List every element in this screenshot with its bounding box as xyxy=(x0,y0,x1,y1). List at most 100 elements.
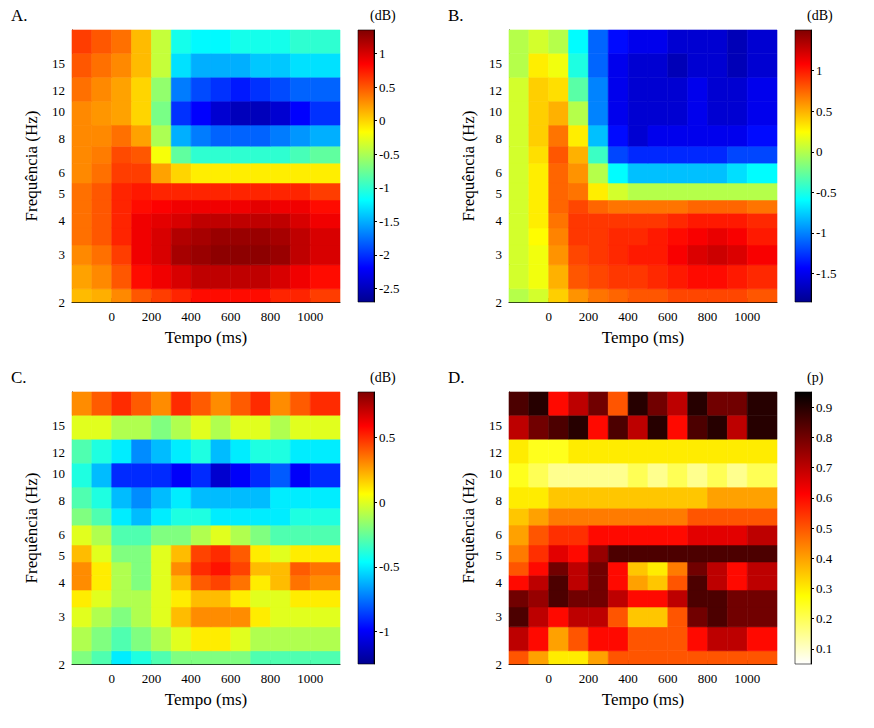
svg-text:0.3: 0.3 xyxy=(816,581,832,596)
svg-text:200: 200 xyxy=(142,671,162,686)
svg-text:2: 2 xyxy=(59,657,66,672)
svg-text:400: 400 xyxy=(618,309,638,324)
svg-text:3: 3 xyxy=(59,609,66,624)
svg-text:12: 12 xyxy=(489,83,502,98)
svg-text:Frequência (Hz): Frequência (Hz) xyxy=(459,473,478,584)
svg-text:10: 10 xyxy=(52,104,65,119)
svg-text:15: 15 xyxy=(52,418,65,433)
svg-text:10: 10 xyxy=(489,466,502,481)
svg-text:1000: 1000 xyxy=(297,671,323,686)
svg-text:10: 10 xyxy=(52,466,65,481)
svg-text:0.8: 0.8 xyxy=(816,430,832,445)
svg-text:0: 0 xyxy=(816,144,823,159)
svg-text:(dB): (dB) xyxy=(807,8,833,24)
svg-text:15: 15 xyxy=(489,418,502,433)
svg-text:3: 3 xyxy=(496,609,503,624)
svg-text:200: 200 xyxy=(579,309,599,324)
svg-text:5: 5 xyxy=(59,548,66,563)
svg-text:6: 6 xyxy=(59,527,66,542)
svg-text:8: 8 xyxy=(496,131,503,146)
svg-text:-0.5: -0.5 xyxy=(379,559,400,574)
svg-text:0.1: 0.1 xyxy=(816,641,832,656)
svg-text:(dB): (dB) xyxy=(370,8,396,24)
svg-text:0: 0 xyxy=(545,671,552,686)
svg-text:12: 12 xyxy=(489,445,502,460)
svg-text:0: 0 xyxy=(379,113,386,128)
svg-text:0.9: 0.9 xyxy=(816,400,832,415)
svg-text:C.: C. xyxy=(11,368,27,387)
svg-text:-2.5: -2.5 xyxy=(379,281,400,296)
svg-text:1: 1 xyxy=(379,46,386,61)
svg-text:-1.5: -1.5 xyxy=(816,266,837,281)
svg-text:12: 12 xyxy=(52,83,65,98)
svg-text:600: 600 xyxy=(658,309,678,324)
svg-text:200: 200 xyxy=(579,671,599,686)
svg-text:8: 8 xyxy=(496,493,503,508)
svg-text:5: 5 xyxy=(496,548,503,563)
svg-text:2: 2 xyxy=(496,295,503,310)
svg-text:10: 10 xyxy=(489,104,502,119)
svg-text:4: 4 xyxy=(496,213,503,228)
svg-text:-0.5: -0.5 xyxy=(816,185,837,200)
svg-text:6: 6 xyxy=(496,165,503,180)
svg-text:Tempo (ms): Tempo (ms) xyxy=(165,328,247,347)
svg-text:4: 4 xyxy=(59,575,66,590)
svg-text:Tempo (ms): Tempo (ms) xyxy=(602,328,684,347)
svg-text:3: 3 xyxy=(496,247,503,262)
svg-text:Tempo (ms): Tempo (ms) xyxy=(165,690,247,709)
svg-text:Frequência (Hz): Frequência (Hz) xyxy=(22,111,41,222)
svg-text:15: 15 xyxy=(52,56,65,71)
svg-text:800: 800 xyxy=(261,671,281,686)
svg-text:0.5: 0.5 xyxy=(379,430,395,445)
svg-text:2: 2 xyxy=(59,295,66,310)
svg-text:1000: 1000 xyxy=(734,671,760,686)
svg-text:800: 800 xyxy=(698,671,718,686)
svg-text:15: 15 xyxy=(489,56,502,71)
svg-text:5: 5 xyxy=(59,186,66,201)
svg-text:1: 1 xyxy=(816,63,823,78)
svg-text:4: 4 xyxy=(496,575,503,590)
svg-text:Frequência (Hz): Frequência (Hz) xyxy=(22,473,41,584)
svg-text:0.7: 0.7 xyxy=(816,460,833,475)
svg-text:0.5: 0.5 xyxy=(816,104,832,119)
svg-text:D.: D. xyxy=(448,368,465,387)
svg-text:0.6: 0.6 xyxy=(816,490,833,505)
svg-text:0: 0 xyxy=(108,671,115,686)
svg-text:Tempo (ms): Tempo (ms) xyxy=(602,690,684,709)
svg-text:B.: B. xyxy=(448,6,464,25)
svg-text:400: 400 xyxy=(181,309,201,324)
svg-text:-1.5: -1.5 xyxy=(379,214,400,229)
svg-text:400: 400 xyxy=(181,671,201,686)
svg-text:200: 200 xyxy=(142,309,162,324)
svg-text:0: 0 xyxy=(108,309,115,324)
svg-text:3: 3 xyxy=(59,247,66,262)
svg-text:2: 2 xyxy=(496,657,503,672)
svg-text:400: 400 xyxy=(618,671,638,686)
svg-text:1000: 1000 xyxy=(734,309,760,324)
svg-text:12: 12 xyxy=(52,445,65,460)
svg-text:-0.5: -0.5 xyxy=(379,147,400,162)
svg-text:-2: -2 xyxy=(379,247,390,262)
svg-text:-1: -1 xyxy=(379,180,390,195)
svg-text:6: 6 xyxy=(496,527,503,542)
svg-text:0.5: 0.5 xyxy=(816,521,832,536)
svg-text:4: 4 xyxy=(59,213,66,228)
svg-text:8: 8 xyxy=(59,493,66,508)
svg-text:800: 800 xyxy=(261,309,281,324)
svg-text:0: 0 xyxy=(545,309,552,324)
svg-text:-1: -1 xyxy=(379,624,390,639)
svg-text:600: 600 xyxy=(221,671,241,686)
svg-text:1000: 1000 xyxy=(297,309,323,324)
svg-text:(p): (p) xyxy=(807,370,824,386)
svg-text:800: 800 xyxy=(698,309,718,324)
svg-text:5: 5 xyxy=(496,186,503,201)
svg-text:(dB): (dB) xyxy=(370,370,396,386)
svg-text:0.5: 0.5 xyxy=(379,80,395,95)
svg-text:600: 600 xyxy=(658,671,678,686)
svg-text:-1: -1 xyxy=(816,225,827,240)
svg-text:6: 6 xyxy=(59,165,66,180)
svg-text:0.4: 0.4 xyxy=(816,551,833,566)
svg-text:0: 0 xyxy=(379,495,386,510)
svg-text:0.2: 0.2 xyxy=(816,611,832,626)
svg-text:8: 8 xyxy=(59,131,66,146)
